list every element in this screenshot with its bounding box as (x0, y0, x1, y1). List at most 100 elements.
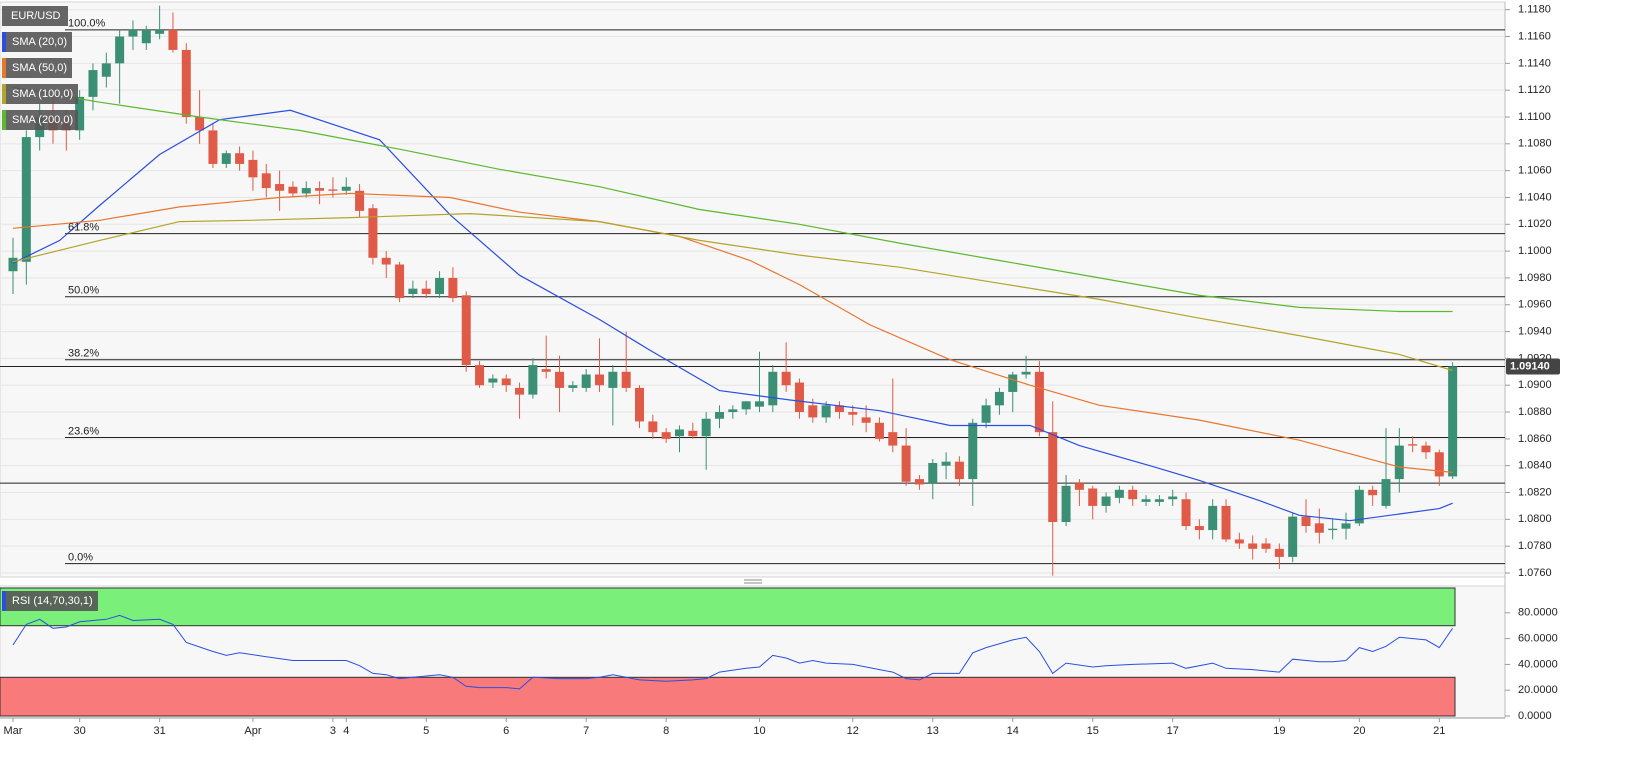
candle-body (8, 257, 18, 272)
candle-body (368, 208, 378, 258)
candle-body (328, 189, 338, 191)
legend-swatch (2, 591, 6, 611)
candle-body (928, 463, 938, 484)
candle-body (581, 374, 591, 388)
candle-body (75, 96, 85, 131)
candle-body (1341, 523, 1351, 529)
sma-line (12, 192, 1453, 473)
fib-label: 23.6% (68, 425, 99, 437)
candle-body (208, 130, 218, 164)
candle-body (1141, 499, 1151, 502)
legend-box[interactable] (2, 58, 72, 78)
x-tick-label: 14 (1007, 725, 1019, 737)
x-tick-label: Mar (4, 725, 23, 737)
legend-box[interactable] (2, 591, 98, 611)
legend-label: RSI (14,70,30,1) (12, 595, 93, 607)
price-tag-label: 1.09140 (1510, 360, 1550, 372)
y-tick-label: 1.0760 (1518, 567, 1552, 579)
candle-body (954, 461, 964, 480)
x-tick-label: 4 (343, 725, 349, 737)
x-tick-label: 10 (753, 725, 765, 737)
candle-body (1274, 548, 1284, 557)
y-tick-label: 80.0000 (1518, 607, 1558, 619)
candle-body (221, 153, 231, 164)
candle-body (1021, 371, 1031, 375)
candle-body (1368, 489, 1378, 496)
candle-body (1328, 528, 1338, 531)
fib-label: 50.0% (68, 285, 99, 297)
y-tick-label: 20.0000 (1518, 684, 1558, 696)
candle-body (448, 277, 458, 299)
candle-body (968, 422, 978, 480)
candle-body (1381, 479, 1391, 506)
candle-body (1034, 371, 1044, 433)
candle-body (435, 277, 445, 295)
candle-body (381, 257, 391, 265)
grid (0, 9, 1510, 722)
candle-body (1434, 452, 1444, 477)
legend-box[interactable] (2, 84, 78, 104)
panel-handle[interactable] (744, 579, 762, 584)
candle-body (1314, 523, 1324, 533)
candle-body (141, 29, 151, 44)
candle-body (235, 153, 245, 164)
y-tick-label: 1.1160 (1518, 30, 1551, 42)
candle-body (848, 412, 858, 415)
candle-body (261, 173, 271, 189)
y-tick-label: 60.0000 (1518, 633, 1558, 645)
x-tick-label: 31 (154, 725, 166, 737)
candle-body (821, 405, 831, 418)
candle-body (741, 401, 751, 410)
y-tick-label: 40.0000 (1518, 658, 1558, 670)
candle-body (768, 371, 778, 406)
candle-body (341, 186, 351, 191)
candle-body (288, 186, 298, 194)
candle-body (461, 295, 471, 366)
legend-box[interactable] (2, 110, 78, 130)
candle-body (754, 401, 764, 407)
candle-body (861, 417, 871, 423)
legend: RSI (14,70,30,1) (2, 591, 98, 611)
candle-body (1061, 485, 1071, 523)
y-tick-label: 1.1180 (1518, 4, 1551, 16)
legend-swatch (2, 110, 6, 130)
candle-body (1421, 445, 1431, 453)
candle-body (834, 405, 844, 413)
candle-body (568, 385, 578, 388)
x-tick-label: 5 (423, 725, 429, 737)
fib-label: 38.2% (68, 348, 99, 360)
candle-body (1101, 496, 1111, 506)
candle-body (395, 264, 405, 299)
legend-swatch (2, 84, 6, 104)
candle-body (595, 374, 605, 386)
x-tick-label: 15 (1087, 725, 1099, 737)
candle-body (621, 371, 631, 388)
fib-label: 0.0% (68, 551, 93, 563)
legend-box[interactable] (2, 32, 72, 52)
y-tick-label: 1.1080 (1518, 138, 1552, 150)
y-tick-label: 1.0900 (1518, 379, 1552, 391)
candle-body (301, 188, 311, 194)
candle-body (128, 29, 138, 37)
candle-body (1128, 489, 1138, 500)
legend-label: SMA (100,0) (12, 88, 73, 100)
candle-body (1354, 489, 1364, 524)
candle-body (1408, 444, 1418, 446)
candle-body (1221, 505, 1231, 540)
candle-body (1301, 516, 1311, 527)
legend-box[interactable] (2, 6, 68, 26)
candle-body (781, 371, 791, 386)
candle-body (168, 29, 178, 50)
price-panel (0, 1, 1506, 578)
candle-body (1168, 496, 1178, 500)
y-tick-label: 1.0880 (1518, 406, 1552, 418)
x-tick-label: 3 (330, 725, 336, 737)
candle-body (1194, 526, 1204, 531)
y-tick-label: 1.1020 (1518, 218, 1552, 230)
y-tick-label: 1.1000 (1518, 245, 1552, 257)
candle-body (421, 288, 431, 295)
overlay: 1.0760 1.0780 1.0800 1.0820 1.0840 1.0860 1.08… (2, 4, 1560, 737)
oversold-zone (0, 676, 1456, 717)
marks (0, 5, 1505, 717)
